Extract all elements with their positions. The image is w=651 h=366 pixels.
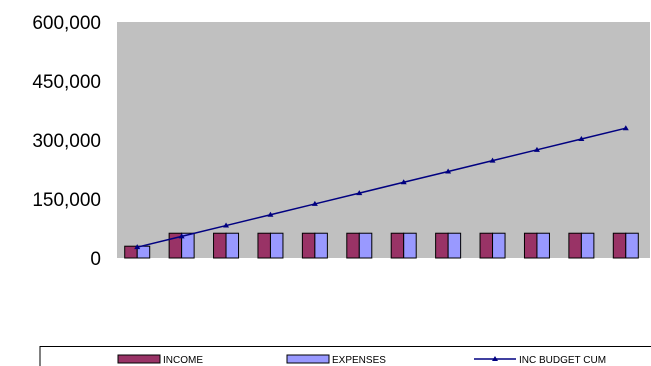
bars-layer [124, 232, 639, 259]
y-tick-label: 300,000 [32, 131, 101, 152]
budget-point [311, 200, 318, 206]
y-tick-label: 450,000 [32, 72, 101, 93]
legend-label-budget: INC BUDGET CUM [519, 355, 606, 366]
income-bar [213, 232, 227, 259]
income-bar [612, 232, 627, 259]
legend: INCOME EXPENSES INC BUDGET CUM [117, 354, 606, 366]
legend-swatch-expenses [286, 354, 330, 364]
expenses-bar [625, 232, 639, 259]
income-bar [390, 232, 405, 259]
y-tick-label: 600,000 [32, 13, 101, 34]
income-bar [257, 232, 271, 259]
budget-point [400, 179, 407, 185]
income-bar [479, 232, 494, 259]
expenses-bar [403, 232, 417, 259]
expenses-bar [492, 232, 506, 259]
budget-point [178, 233, 185, 239]
legend-marker-budget [492, 356, 498, 361]
budget-point [134, 244, 141, 250]
legend-label-expenses: EXPENSES [332, 355, 386, 366]
budget-point [578, 136, 585, 142]
budget-point [356, 190, 363, 196]
expenses-bar [314, 232, 328, 259]
income-bar [346, 232, 360, 259]
budget-point [533, 146, 540, 152]
income-bar [568, 232, 582, 259]
expenses-bar [536, 232, 550, 259]
expenses-bar [358, 232, 373, 259]
y-tick-label: 0 [90, 249, 101, 270]
budget-point [622, 125, 629, 131]
y-axis-ticks: 0 150,000 300,000 450,000 600,000 [32, 13, 101, 270]
budget-series-line [137, 127, 626, 248]
expenses-bar [447, 232, 462, 259]
income-bar [301, 232, 316, 259]
budget-line-layer [134, 125, 629, 250]
plot-area [117, 22, 650, 258]
expenses-bar [580, 232, 595, 259]
expenses-bar [269, 232, 284, 259]
budget-point [223, 222, 230, 228]
income-bar [523, 232, 538, 259]
legend-swatch-income [117, 354, 161, 364]
budget-point [489, 157, 496, 163]
expenses-bar [181, 232, 195, 259]
income-bar [435, 232, 449, 259]
y-tick-label: 150,000 [32, 190, 101, 211]
expenses-bar [225, 232, 240, 259]
budget-point [445, 168, 452, 174]
legend-label-income: INCOME [163, 355, 203, 366]
budget-point [267, 211, 274, 217]
